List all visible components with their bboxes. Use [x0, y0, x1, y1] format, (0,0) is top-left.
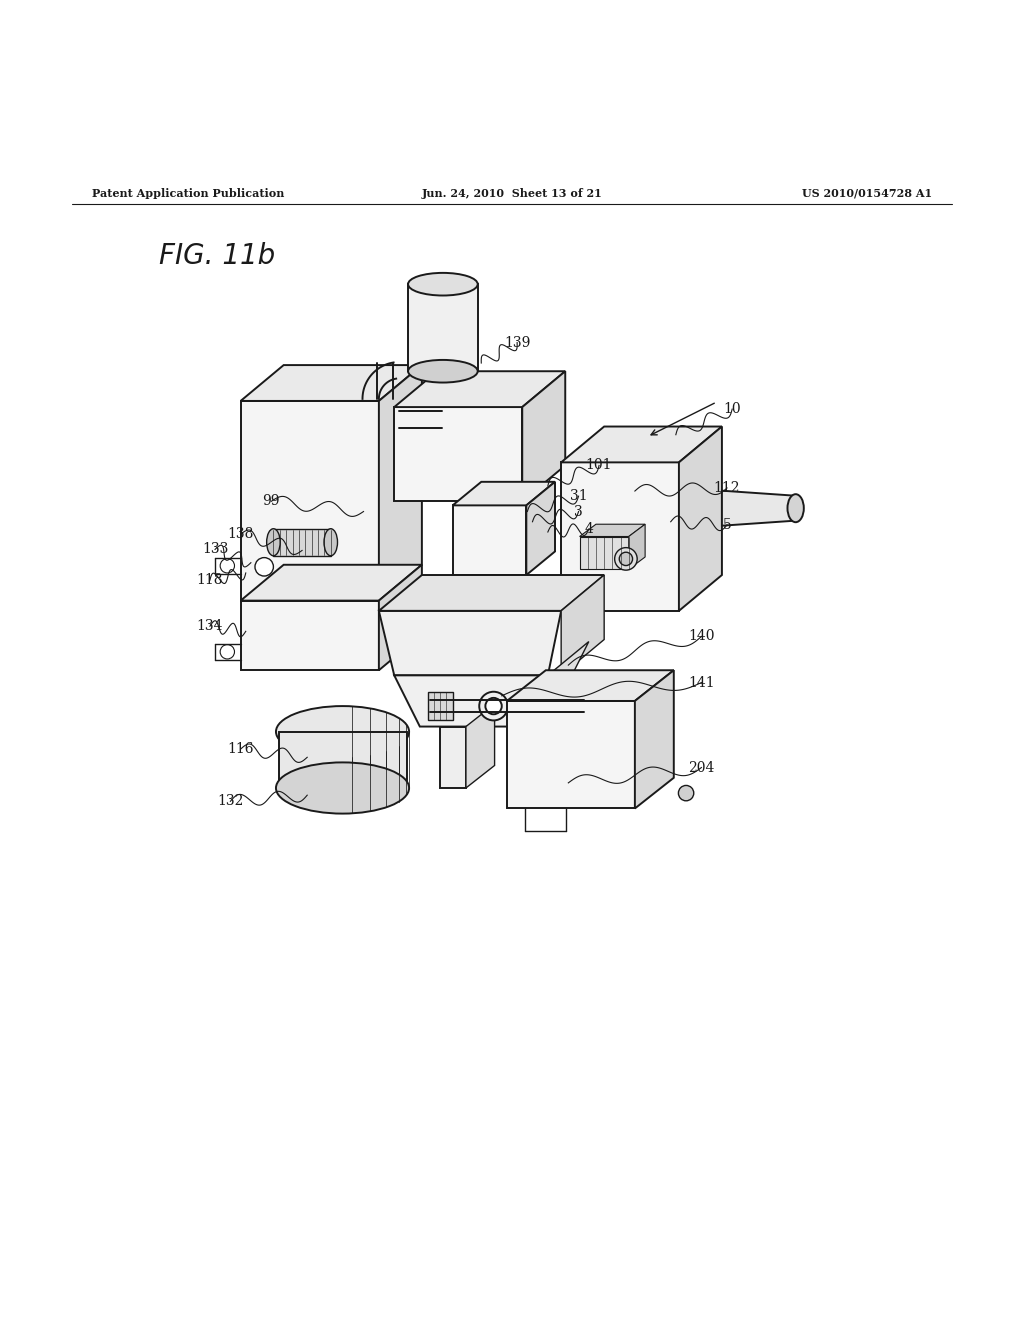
Ellipse shape — [276, 706, 410, 758]
Polygon shape — [561, 462, 679, 611]
Polygon shape — [394, 407, 522, 502]
Polygon shape — [522, 642, 589, 726]
Polygon shape — [241, 565, 422, 601]
Polygon shape — [394, 371, 565, 407]
Polygon shape — [428, 692, 453, 721]
Polygon shape — [561, 576, 604, 676]
Ellipse shape — [324, 529, 338, 556]
Polygon shape — [635, 671, 674, 808]
Text: 132: 132 — [217, 795, 244, 808]
Circle shape — [220, 558, 234, 573]
Polygon shape — [440, 726, 466, 788]
Ellipse shape — [276, 763, 410, 813]
Text: 112: 112 — [714, 480, 740, 495]
Ellipse shape — [679, 785, 694, 801]
Polygon shape — [580, 536, 629, 569]
Text: Jun. 24, 2010  Sheet 13 of 21: Jun. 24, 2010 Sheet 13 of 21 — [422, 187, 602, 198]
Text: 139: 139 — [504, 335, 530, 350]
Text: US 2010/0154728 A1: US 2010/0154728 A1 — [802, 187, 932, 198]
Polygon shape — [273, 529, 331, 556]
Text: 101: 101 — [586, 458, 612, 473]
Polygon shape — [722, 491, 796, 525]
Ellipse shape — [408, 360, 477, 383]
Polygon shape — [507, 671, 674, 701]
Text: 99: 99 — [262, 494, 281, 508]
Text: 141: 141 — [688, 676, 715, 689]
Circle shape — [220, 644, 234, 659]
Polygon shape — [279, 731, 407, 788]
Text: 118: 118 — [197, 573, 223, 587]
Polygon shape — [379, 611, 561, 676]
Ellipse shape — [787, 494, 804, 523]
Text: 204: 204 — [688, 760, 715, 775]
Text: 4: 4 — [585, 521, 593, 536]
Polygon shape — [379, 576, 604, 611]
Text: 3: 3 — [574, 504, 583, 519]
Text: 133: 133 — [202, 543, 228, 557]
Polygon shape — [522, 371, 565, 502]
Polygon shape — [561, 426, 722, 462]
Polygon shape — [241, 601, 379, 671]
Text: 31: 31 — [569, 490, 588, 503]
Text: 134: 134 — [197, 619, 223, 634]
Text: FIG. 11b: FIG. 11b — [159, 242, 275, 269]
Polygon shape — [453, 482, 555, 506]
Ellipse shape — [614, 548, 637, 570]
Polygon shape — [629, 524, 645, 569]
Polygon shape — [241, 366, 422, 401]
Text: Patent Application Publication: Patent Application Publication — [92, 187, 285, 198]
Polygon shape — [379, 565, 422, 671]
Ellipse shape — [266, 529, 281, 556]
Ellipse shape — [479, 692, 508, 721]
Polygon shape — [507, 701, 635, 808]
Polygon shape — [526, 482, 555, 576]
Text: 138: 138 — [227, 527, 254, 541]
Text: 10: 10 — [723, 403, 741, 416]
Text: 140: 140 — [688, 630, 715, 643]
Polygon shape — [580, 524, 645, 536]
Polygon shape — [394, 676, 548, 726]
Polygon shape — [241, 401, 379, 601]
Polygon shape — [379, 366, 422, 601]
Text: 116: 116 — [227, 742, 254, 756]
Ellipse shape — [485, 698, 502, 714]
Circle shape — [255, 557, 273, 576]
Polygon shape — [453, 506, 526, 576]
Polygon shape — [679, 426, 722, 611]
Ellipse shape — [408, 273, 477, 296]
Text: 5: 5 — [723, 517, 731, 532]
Polygon shape — [466, 704, 495, 788]
Polygon shape — [408, 284, 477, 371]
Ellipse shape — [620, 552, 633, 565]
